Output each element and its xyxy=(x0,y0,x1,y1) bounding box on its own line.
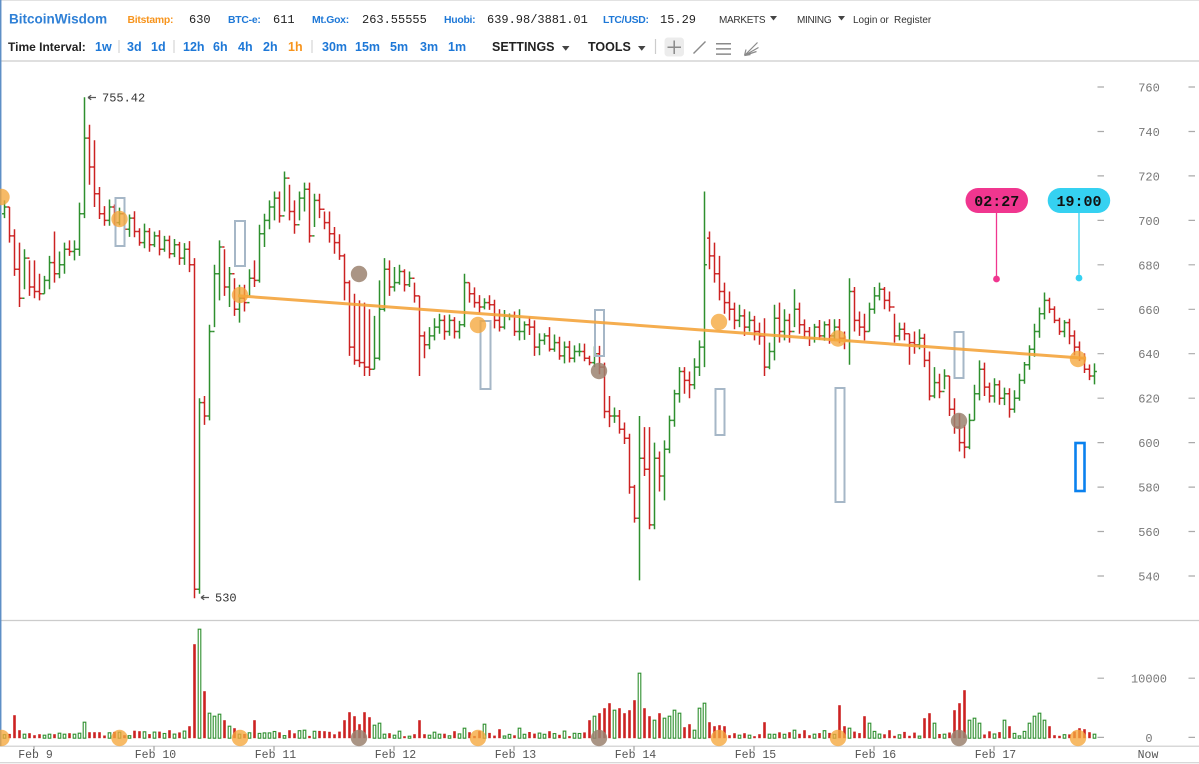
svg-text:580: 580 xyxy=(1138,482,1160,496)
svg-text:Time Interval:: Time Interval: xyxy=(8,40,86,54)
svg-text:263.55555: 263.55555 xyxy=(362,13,427,27)
svg-text:Feb 10: Feb 10 xyxy=(135,749,177,762)
svg-text:MINING: MINING xyxy=(797,15,832,26)
svg-text:Feb 15: Feb 15 xyxy=(735,749,777,762)
svg-text:Huobi:: Huobi: xyxy=(444,15,475,26)
svg-text:30m: 30m xyxy=(322,40,347,54)
svg-text:Feb 12: Feb 12 xyxy=(375,749,417,762)
svg-text:15.29: 15.29 xyxy=(660,13,696,27)
svg-text:Mt.Gox:: Mt.Gox: xyxy=(312,15,349,26)
svg-text:Now: Now xyxy=(1138,749,1159,762)
svg-text:MARKETS: MARKETS xyxy=(719,15,766,26)
svg-text:630: 630 xyxy=(189,13,211,27)
svg-text:Login: Login xyxy=(853,15,877,26)
svg-text:1m: 1m xyxy=(448,40,466,54)
svg-text:700: 700 xyxy=(1138,215,1160,229)
svg-text:600: 600 xyxy=(1138,437,1160,451)
svg-text:TOOLS: TOOLS xyxy=(588,40,631,54)
svg-text:0: 0 xyxy=(1145,732,1152,746)
svg-text:Feb 11: Feb 11 xyxy=(255,749,297,762)
svg-text:611: 611 xyxy=(273,13,295,27)
svg-text:3d: 3d xyxy=(127,40,142,54)
svg-text:1w: 1w xyxy=(95,40,112,54)
svg-text:530: 530 xyxy=(215,592,237,606)
svg-text:4h: 4h xyxy=(238,40,253,54)
svg-text:SETTINGS: SETTINGS xyxy=(492,40,555,54)
svg-text:540: 540 xyxy=(1138,571,1160,585)
svg-text:6h: 6h xyxy=(213,40,228,54)
svg-text:640: 640 xyxy=(1138,348,1160,362)
svg-text:720: 720 xyxy=(1138,170,1160,184)
svg-text:02:27: 02:27 xyxy=(974,194,1019,211)
svg-text:Feb 13: Feb 13 xyxy=(495,749,537,762)
svg-text:Register: Register xyxy=(894,15,932,26)
svg-text:560: 560 xyxy=(1138,526,1160,540)
svg-text:2h: 2h xyxy=(263,40,278,54)
svg-text:19:00: 19:00 xyxy=(1056,194,1101,211)
svg-text:LTC/USD:: LTC/USD: xyxy=(603,15,649,26)
svg-text:1d: 1d xyxy=(151,40,166,54)
svg-text:or: or xyxy=(880,15,890,26)
svg-text:760: 760 xyxy=(1138,82,1160,96)
svg-text:12h: 12h xyxy=(183,40,205,54)
svg-text:Feb 16: Feb 16 xyxy=(855,749,897,762)
svg-text:10000: 10000 xyxy=(1131,673,1167,687)
svg-text:Feb 9: Feb 9 xyxy=(18,749,53,762)
svg-text:Bitstamp:: Bitstamp: xyxy=(128,15,174,26)
svg-text:BitcoinWisdom: BitcoinWisdom xyxy=(9,12,107,27)
svg-text:Feb 17: Feb 17 xyxy=(975,749,1016,762)
svg-text:1h: 1h xyxy=(288,40,303,54)
svg-text:620: 620 xyxy=(1138,393,1160,407)
svg-text:5m: 5m xyxy=(390,40,408,54)
svg-text:740: 740 xyxy=(1138,126,1160,140)
svg-text:755.42: 755.42 xyxy=(102,92,145,106)
svg-text:660: 660 xyxy=(1138,304,1160,318)
svg-text:639.98/3881.01: 639.98/3881.01 xyxy=(487,13,588,27)
svg-text:BTC-e:: BTC-e: xyxy=(228,15,261,26)
svg-text:Feb 14: Feb 14 xyxy=(615,749,657,762)
svg-text:3m: 3m xyxy=(420,40,438,54)
svg-text:15m: 15m xyxy=(355,40,380,54)
svg-text:680: 680 xyxy=(1138,259,1160,273)
